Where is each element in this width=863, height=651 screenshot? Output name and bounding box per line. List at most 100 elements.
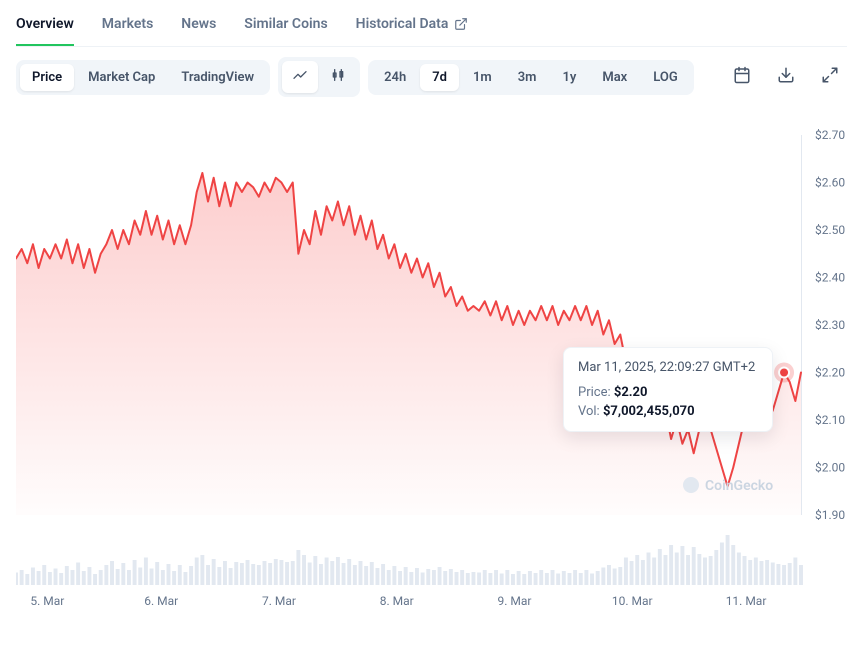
volume-bar <box>517 571 521 585</box>
volume-bar <box>274 559 278 585</box>
volume-bar <box>172 571 176 585</box>
volume-bar <box>460 570 464 585</box>
mode-price[interactable]: Price <box>20 64 74 91</box>
volume-bar <box>438 567 442 585</box>
candlestick-button[interactable] <box>320 61 356 93</box>
range-24h[interactable]: 24h <box>372 64 418 91</box>
volume-bar <box>455 572 459 585</box>
volume-bar <box>93 574 97 585</box>
nav-tab-news[interactable]: News <box>181 6 216 46</box>
volume-bar <box>737 553 741 586</box>
volume-bar <box>584 570 588 585</box>
volume-bar <box>87 567 91 585</box>
volume-bar <box>200 555 204 585</box>
mode-market-cap[interactable]: Market Cap <box>76 64 167 91</box>
volume-bar <box>353 565 357 585</box>
volume-bar <box>675 553 679 586</box>
volume-bar <box>415 568 419 585</box>
fullscreen-button[interactable] <box>813 61 847 93</box>
volume-bar <box>263 561 267 585</box>
volume-bar <box>133 560 137 585</box>
range-1m[interactable]: 1m <box>461 64 504 91</box>
fullscreen-icon <box>821 66 839 88</box>
volume-bar <box>421 573 425 586</box>
volume-bar <box>697 554 701 585</box>
volume-bar <box>799 565 803 585</box>
range-max[interactable]: Max <box>590 64 639 91</box>
volume-bar <box>449 569 453 585</box>
line-chart-button[interactable] <box>282 61 318 93</box>
volume-bar <box>793 558 797 586</box>
volume-bar <box>471 572 475 585</box>
volume-bar <box>511 574 515 585</box>
volume-bar <box>178 565 182 585</box>
volume-bar <box>127 570 131 585</box>
range-7d[interactable]: 7d <box>420 64 459 91</box>
volume-bar <box>579 573 583 585</box>
volume-bar <box>528 571 532 585</box>
volume-bar <box>82 571 86 585</box>
volume-bar <box>319 564 323 585</box>
y-tick-label: $2.30 <box>815 318 845 332</box>
volume-bar <box>161 570 165 585</box>
volume-bar <box>359 561 363 585</box>
chart-type-group <box>278 57 360 97</box>
x-tick-label: 9. Mar <box>497 594 531 608</box>
chart-mode-group: PriceMarket CapTradingView <box>16 60 270 95</box>
volume-bar <box>652 558 656 586</box>
volume-bar <box>731 545 735 585</box>
tooltip-price-value: $2.20 <box>614 385 648 400</box>
mode-tradingview[interactable]: TradingView <box>169 64 266 91</box>
volume-bar <box>296 550 300 585</box>
nav-tab-similar-coins[interactable]: Similar Coins <box>244 6 327 46</box>
volume-bar <box>54 569 58 586</box>
y-tick-label: $2.10 <box>815 413 845 427</box>
volume-bar <box>48 572 52 585</box>
range-log[interactable]: LOG <box>641 64 689 91</box>
nav-tab-label: Markets <box>102 16 154 32</box>
nav-tab-overview[interactable]: Overview <box>16 6 74 46</box>
volume-bar <box>364 566 368 585</box>
volume-bar <box>522 574 526 585</box>
volume-bar <box>641 560 645 585</box>
volume-bar <box>709 556 713 585</box>
hover-marker <box>779 368 789 378</box>
tooltip-date: Mar 11, 2025, 22:09:27 GMT+2 <box>578 360 758 375</box>
volume-bar <box>573 570 577 585</box>
nav-tab-historical-data[interactable]: Historical Data <box>356 6 469 46</box>
price-chart[interactable]: $2.70$2.60$2.50$2.40$2.30$2.20$2.10$2.00… <box>16 125 847 635</box>
volume-bar <box>150 569 154 586</box>
volume-bar <box>116 569 120 585</box>
volume-bar <box>189 566 193 585</box>
range-3m[interactable]: 3m <box>506 64 549 91</box>
nav-tab-markets[interactable]: Markets <box>102 6 154 46</box>
volume-bar <box>534 573 538 585</box>
tooltip-vol-label: Vol: <box>578 404 600 419</box>
range-1y[interactable]: 1y <box>550 64 588 91</box>
volume-bar <box>618 567 622 585</box>
volume-bar <box>65 566 69 585</box>
volume-bar <box>138 568 142 586</box>
volume-bar <box>754 558 758 586</box>
volume-bar <box>398 571 402 585</box>
chart-tooltip: Mar 11, 2025, 22:09:27 GMT+2 Price: $2.2… <box>563 347 773 432</box>
volume-bar <box>669 545 673 585</box>
volume-bar <box>342 563 346 585</box>
volume-bar <box>59 573 63 585</box>
volume-bar <box>494 570 498 585</box>
y-tick-label: $2.20 <box>815 366 845 380</box>
tooltip-price-label: Price: <box>578 385 611 400</box>
volume-bar <box>601 568 605 586</box>
download-button[interactable] <box>769 61 803 93</box>
volume-bar <box>635 555 639 585</box>
volume-bar <box>167 564 171 585</box>
nav-tab-label: Historical Data <box>356 16 449 32</box>
volume-bar <box>291 561 295 585</box>
nav-tab-label: Overview <box>16 16 74 32</box>
calendar-button[interactable] <box>725 61 759 93</box>
volume-bar <box>748 560 752 585</box>
volume-bar <box>246 560 250 585</box>
volume-bar <box>477 573 481 586</box>
volume-bar <box>409 572 413 585</box>
y-tick-label: $2.00 <box>815 461 845 475</box>
